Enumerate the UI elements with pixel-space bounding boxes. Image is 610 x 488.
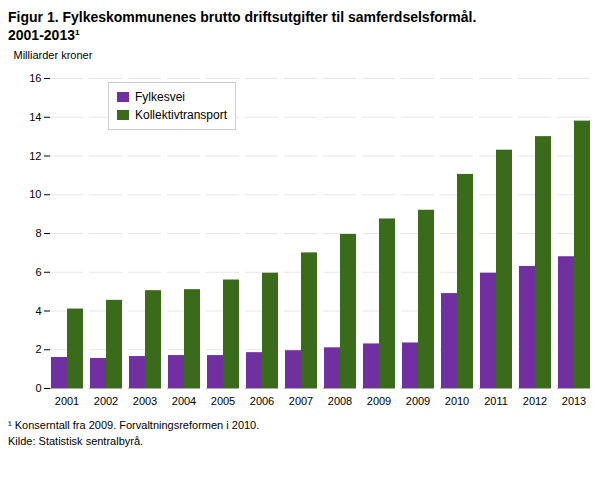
svg-text:2: 2 [35,344,41,356]
svg-text:12: 12 [29,150,41,162]
svg-text:2008: 2008 [328,396,352,408]
svg-text:8: 8 [35,227,41,239]
svg-text:0: 0 [35,382,41,394]
html-text:2001-2013¹: 2001-2013¹ [8,27,80,44]
svg-text:14: 14 [29,111,41,123]
svg-text:2011: 2011 [484,396,508,408]
svg-text:4: 4 [35,305,41,317]
svg-text:2007: 2007 [289,396,313,408]
html-text:Fylkesvei: Fylkesvei [135,90,185,105]
svg-text:6: 6 [35,266,41,278]
svg-text:2013: 2013 [562,396,586,408]
svg-text:2009: 2009 [406,396,430,408]
html-text:Figur 1. Fylkeskommunenes brut: Figur 1. Fylkeskommunenes brutto driftsu… [8,9,477,25]
svg-text:2003: 2003 [133,396,157,408]
svg-text:2012: 2012 [523,396,547,408]
html-text:Kilde: Statistisk sentralbyrå.: Kilde: Statistisk sentralbyrå. [8,434,144,447]
svg-text:2002: 2002 [94,396,118,408]
svg-text:2009: 2009 [367,396,391,408]
svg-text:16: 16 [29,72,41,84]
svg-text:2005: 2005 [211,396,235,408]
svg-text:Milliarder kroner: Milliarder kroner [14,50,93,62]
html-text:¹ Konserntall fra 2009. Forval: ¹ Konserntall fra 2009. Forvaltningsrefo… [8,419,260,432]
html-text:Kollektivtransport: Kollektivtransport [135,108,227,123]
svg-text:2010: 2010 [445,396,469,408]
svg-text:2006: 2006 [250,396,274,408]
svg-text:2001: 2001 [55,396,79,408]
svg-text:10: 10 [29,189,41,201]
svg-text:2004: 2004 [172,396,196,408]
